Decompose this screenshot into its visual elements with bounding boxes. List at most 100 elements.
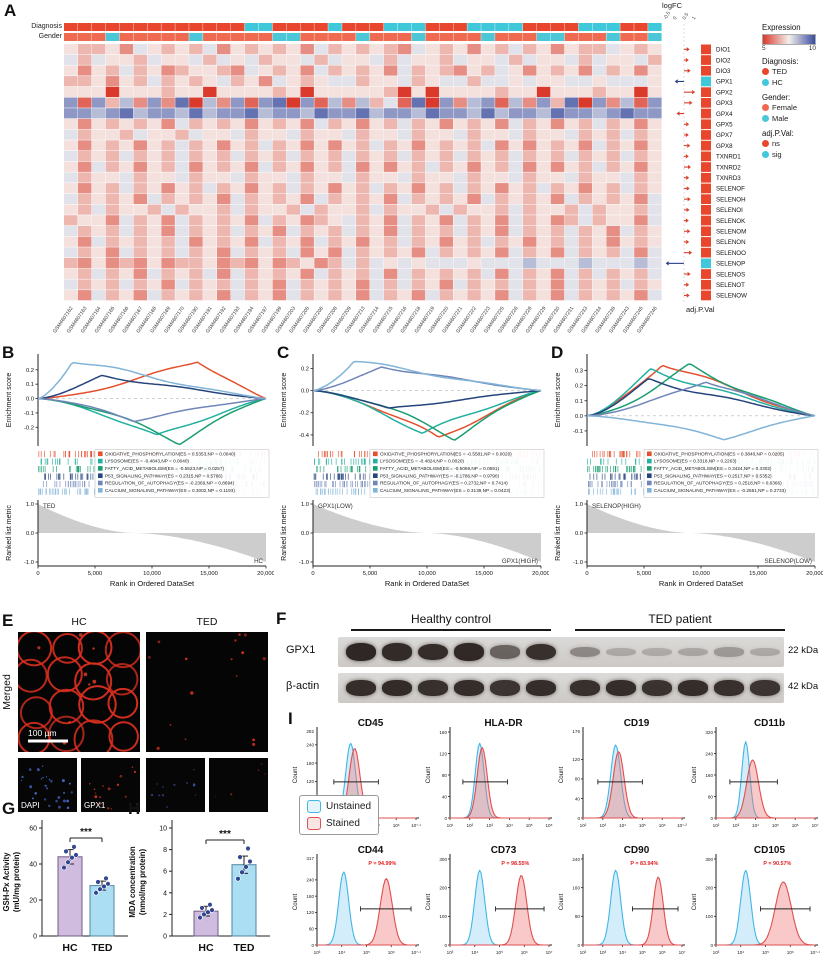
svg-text:(mU/mg protein): (mU/mg protein) bbox=[12, 852, 21, 913]
wb-actin-kda: 42 kDa bbox=[788, 681, 819, 692]
svg-text:CD44: CD44 bbox=[358, 845, 384, 856]
svg-text:1.0: 1.0 bbox=[26, 502, 34, 508]
svg-text:10¹: 10¹ bbox=[447, 823, 454, 828]
svg-text:20: 20 bbox=[29, 898, 37, 905]
svg-text:10,000: 10,000 bbox=[143, 571, 161, 577]
svg-text:160: 160 bbox=[439, 730, 447, 735]
svg-text:176: 176 bbox=[572, 729, 580, 734]
svg-text:10⁶: 10⁶ bbox=[521, 950, 528, 955]
svg-text:60: 60 bbox=[29, 826, 37, 833]
svg-text:10⁵: 10⁵ bbox=[639, 823, 646, 828]
svg-text:GPX7: GPX7 bbox=[716, 132, 733, 139]
svg-text:SELENOP(HIGH): SELENOP(HIGH) bbox=[592, 503, 641, 510]
svg-text:Count: Count bbox=[425, 766, 432, 783]
svg-text:REGULATION_OF_AUTOPHAGY(ES = 0: REGULATION_OF_AUTOPHAGY(ES = 0.2518,NP =… bbox=[654, 481, 782, 486]
svg-text:CD45: CD45 bbox=[358, 718, 384, 729]
svg-text:P = 83.94%: P = 83.94% bbox=[630, 861, 658, 867]
svg-text:Merged: Merged bbox=[1, 674, 13, 710]
legend-item-ns: ns bbox=[762, 138, 824, 149]
svg-text:0: 0 bbox=[444, 943, 447, 948]
svg-text:SELENOP(LOW): SELENOP(LOW) bbox=[765, 558, 812, 565]
svg-text:15,000: 15,000 bbox=[749, 571, 767, 577]
svg-text:P53_SIGNALING_PATHWAY(ES = 0.2: P53_SIGNALING_PATHWAY(ES = 0.2315,NP = 0… bbox=[105, 473, 223, 478]
svg-text:-0.1: -0.1 bbox=[24, 411, 34, 417]
svg-text:15,000: 15,000 bbox=[200, 571, 218, 577]
svg-text:10⁴: 10⁴ bbox=[619, 823, 626, 828]
svg-text:10³: 10³ bbox=[314, 950, 321, 955]
svg-text:FATTY_ACID_METABOLISM(ES = -0.: FATTY_ACID_METABOLISM(ES = -0.5069,NP = … bbox=[380, 466, 499, 471]
panel-i-label: I bbox=[288, 709, 293, 728]
diagnosis-row-label: Diagnosis bbox=[31, 23, 62, 30]
svg-text:0.1: 0.1 bbox=[575, 399, 583, 405]
svg-text:10³: 10³ bbox=[599, 823, 606, 828]
svg-text:60: 60 bbox=[309, 927, 315, 932]
svg-text:CD105: CD105 bbox=[754, 845, 786, 856]
flow-cd19: CD19 120 80 40 0 176 Count 10² 10³ 10⁴ 10⁵ 10⁶ 10⁷·² bbox=[558, 718, 687, 828]
svg-text:P53_SIGNALING_PATHWAY(ES = 0.2: P53_SIGNALING_PATHWAY(ES = 0.2517,NP = 0… bbox=[654, 473, 772, 478]
svg-text:0: 0 bbox=[710, 943, 713, 948]
svg-text:10⁴: 10⁴ bbox=[737, 950, 744, 955]
svg-text:CALCIUM_SIGNALING_PATHWAY(ES =: CALCIUM_SIGNALING_PATHWAY(ES = 0.3002,NP… bbox=[105, 488, 235, 493]
panel-c-label: C bbox=[277, 343, 290, 362]
panel-g-label: G bbox=[2, 799, 16, 818]
gshpx-bar-chart: 0 20 40 60 HC TED *** GSH-Px Activity (mU/mg pro… bbox=[2, 820, 128, 954]
svg-text:HLA-DR: HLA-DR bbox=[484, 718, 523, 729]
wb-gpx1-kda: 22 kDa bbox=[788, 645, 819, 656]
wb-header-ted: TED patient bbox=[648, 612, 712, 626]
legend-item-ted: TED bbox=[762, 66, 824, 77]
svg-text:0.2: 0.2 bbox=[26, 368, 34, 374]
svg-text:-1.0: -1.0 bbox=[24, 560, 34, 566]
wb-header-ted-line bbox=[575, 629, 785, 631]
svg-text:10⁴: 10⁴ bbox=[752, 823, 759, 828]
microscopy-panel: HC TED Merged 100 µm DAPI GPX1 bbox=[1, 616, 268, 812]
svg-text:10³: 10³ bbox=[713, 950, 720, 955]
svg-text:GPX1: GPX1 bbox=[84, 801, 106, 810]
female-dot bbox=[762, 104, 769, 111]
svg-text:SELENOO: SELENOO bbox=[716, 250, 746, 257]
legend-item-hc: HC bbox=[762, 77, 824, 88]
svg-text:120: 120 bbox=[439, 751, 447, 756]
svg-text:10,000: 10,000 bbox=[692, 571, 710, 577]
svg-text:MDA concentration: MDA concentration bbox=[128, 846, 137, 917]
svg-text:0.0: 0.0 bbox=[575, 414, 583, 420]
svg-text:LYSOSOME(ES = 0.3318,NP = 0.22: LYSOSOME(ES = 0.3318,NP = 0.2263) bbox=[654, 459, 737, 464]
svg-text:0.2: 0.2 bbox=[301, 366, 309, 372]
svg-text:OXIDATIVE_PHOSPHORYLATION(ES =: OXIDATIVE_PHOSPHORYLATION(ES = 0.5353,NP… bbox=[105, 451, 236, 456]
svg-text:DIO2: DIO2 bbox=[716, 57, 731, 64]
svg-text:10⁶: 10⁶ bbox=[659, 823, 666, 828]
svg-text:HC: HC bbox=[62, 942, 78, 954]
heatmap-panel: GSM4607162GSM4607163GSM4607164GSM4607165… bbox=[52, 10, 747, 334]
male-dot bbox=[762, 115, 769, 122]
svg-text:TXNRD3: TXNRD3 bbox=[716, 175, 741, 182]
svg-text:CALCIUM_SIGNALING_PATHWAY(ES =: CALCIUM_SIGNALING_PATHWAY(ES = -0.2651,N… bbox=[654, 488, 786, 493]
svg-text:1: 1 bbox=[691, 15, 698, 21]
svg-text:HC: HC bbox=[254, 558, 263, 565]
svg-text:120: 120 bbox=[306, 779, 314, 784]
svg-text:5,000: 5,000 bbox=[88, 571, 103, 577]
svg-text:1.0: 1.0 bbox=[575, 502, 583, 508]
legend-item-unstained: Unstained bbox=[307, 800, 371, 813]
svg-text:P53_SIGNALING_PATHWAY(ES = -0.: P53_SIGNALING_PATHWAY(ES = -0.1786,NP = … bbox=[380, 473, 500, 478]
heatmap-legend: Expression 5 10 Diagnosis: TED HC Gender… bbox=[762, 18, 824, 160]
svg-text:HC: HC bbox=[198, 942, 214, 954]
svg-text:10²: 10² bbox=[466, 823, 473, 828]
svg-text:SELENOS: SELENOS bbox=[716, 271, 745, 278]
svg-text:-1.0: -1.0 bbox=[573, 560, 583, 566]
svg-text:SELENON: SELENON bbox=[716, 239, 746, 246]
svg-text:SELENOT: SELENOT bbox=[716, 282, 745, 289]
stained-swatch bbox=[307, 817, 321, 830]
svg-text:SELENOF: SELENOF bbox=[716, 186, 745, 193]
svg-text:DIO1: DIO1 bbox=[716, 47, 731, 54]
svg-text:Count: Count bbox=[691, 893, 698, 910]
svg-text:10²: 10² bbox=[580, 823, 587, 828]
panel-a-label: A bbox=[4, 1, 17, 20]
svg-text:10⁴: 10⁴ bbox=[506, 823, 513, 828]
svg-text:10⁶: 10⁶ bbox=[545, 823, 552, 828]
svg-text:CALCIUM_SIGNALING_PATHWAY(ES =: CALCIUM_SIGNALING_PATHWAY(ES = 0.3139,NP… bbox=[380, 488, 511, 493]
svg-text:10: 10 bbox=[159, 826, 167, 833]
svg-text:10⁶: 10⁶ bbox=[393, 823, 400, 828]
svg-text:10³: 10³ bbox=[486, 823, 493, 828]
svg-text:320: 320 bbox=[705, 730, 713, 735]
svg-text:10⁶: 10⁶ bbox=[388, 950, 395, 955]
svg-text:20,000: 20,000 bbox=[806, 571, 823, 577]
